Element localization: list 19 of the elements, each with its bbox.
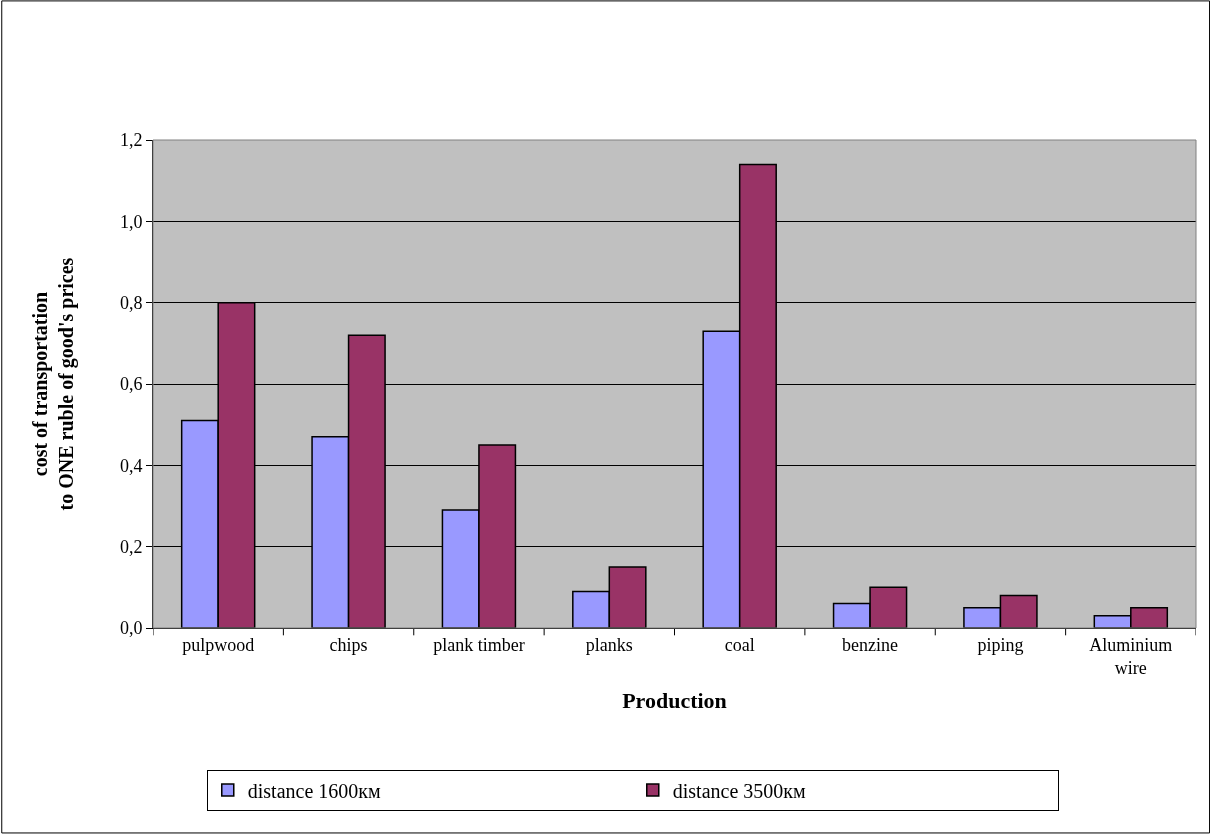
x-tick-label: plank timber [433, 634, 525, 655]
y-tick-label: 0,2 [119, 536, 143, 557]
y-tick-label: 0,6 [119, 374, 143, 395]
x-axis-title: Production [622, 687, 727, 713]
legend-label: distance 1600км [247, 779, 382, 802]
x-tick-label: piping [977, 634, 1024, 655]
y-tick-label: 0,0 [119, 618, 143, 639]
y-axis-title: cost of transportation to ONE ruble of good's prices [29, 257, 79, 511]
x-tick-label: pulpwood [182, 634, 255, 655]
y-tick-label: 1,0 [119, 211, 143, 232]
x-tick-label: Aluminium wire [1089, 634, 1173, 678]
x-tick-label: benzine [842, 634, 899, 655]
x-tick-label: chips [329, 634, 368, 655]
x-tick-label: planks [585, 634, 633, 655]
y-tick-label: 0,8 [119, 292, 143, 313]
y-tick-label: 1,2 [119, 130, 143, 151]
legend-label: distance 3500км [672, 779, 807, 802]
y-tick-label: 0,4 [119, 455, 143, 476]
x-tick-label: coal [724, 634, 755, 655]
